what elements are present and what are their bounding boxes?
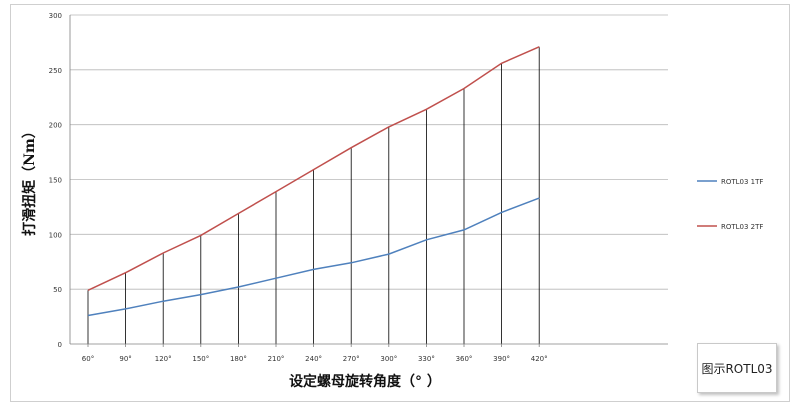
axes: [69, 15, 668, 347]
y-tick-label-150: 150: [49, 177, 62, 185]
chart-frame: [10, 4, 790, 402]
y-tick-label-50: 50: [53, 286, 62, 294]
x-axis-title: 设定螺母旋转角度（° ）: [289, 373, 441, 390]
x-tick-label-6: 240°: [305, 355, 322, 363]
series-line-2: [87, 46, 540, 291]
drop-lines: [87, 46, 540, 344]
y-tick-label-200: 200: [49, 122, 62, 130]
y-tick-label-0: 0: [58, 341, 62, 349]
series-line-1: [87, 197, 540, 317]
legend: ROTL03 1TF ROTL03 2TF: [697, 178, 763, 231]
x-tick-label-10: 360°: [456, 355, 473, 363]
legend-label-2: ROTL03 2TF: [721, 223, 763, 231]
x-tick-label-2: 120°: [155, 355, 172, 363]
figure-caption: 图示ROTL03: [697, 343, 777, 393]
y-tick-label-300: 300: [49, 12, 62, 20]
x-tick-label-5: 210°: [268, 355, 285, 363]
x-tick-label-4: 180°: [230, 355, 247, 363]
x-tick-label-12: 420°: [531, 355, 548, 363]
x-tick-label-1: 90°: [119, 355, 131, 363]
legend-label-1: ROTL03 1TF: [721, 178, 763, 186]
x-tick-label-9: 330°: [418, 355, 435, 363]
x-tick-label-0: 60°: [82, 355, 94, 363]
y-tick-label-100: 100: [49, 231, 62, 239]
series-lines: [87, 46, 540, 317]
x-tick-label-11: 390°: [493, 355, 510, 363]
x-tick-label-8: 300°: [380, 355, 397, 363]
y-axis-title: 打滑扭矩（Nm）: [21, 124, 38, 236]
x-tick-label-7: 270°: [343, 355, 360, 363]
gridlines: [70, 14, 668, 290]
x-tick-label-3: 150°: [192, 355, 209, 363]
tick-labels: 0 50 100 150 200 250 300 60° 90° 120° 150° 180° 210°…: [49, 12, 548, 363]
y-tick-label-250: 250: [49, 67, 62, 75]
